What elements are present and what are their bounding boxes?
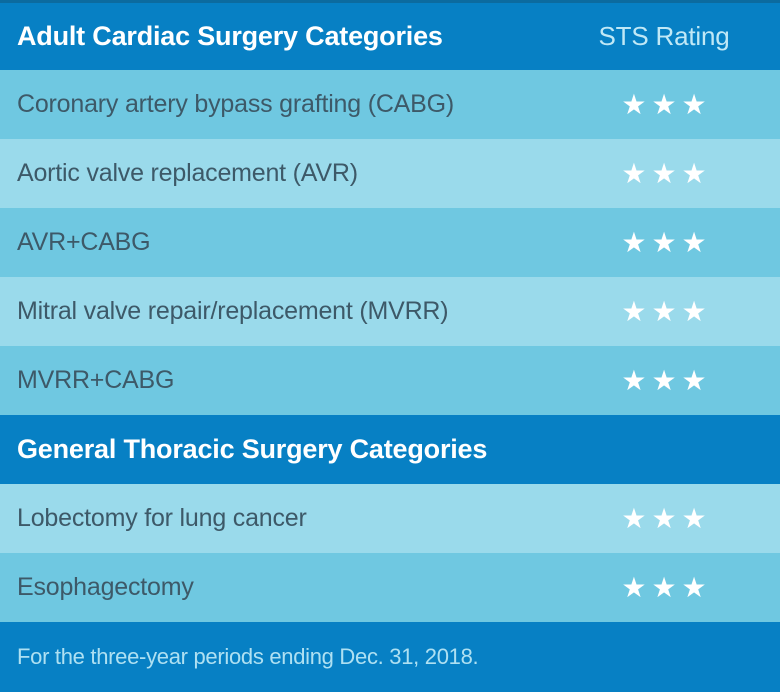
star-rating-icons: ★★★ xyxy=(621,225,712,259)
star-rating-icons: ★★★ xyxy=(621,570,712,604)
table-row-mvrr-cabg: MVRR+CABG ★★★ xyxy=(0,346,780,415)
category-label: Coronary artery bypass grafting (CABG) xyxy=(17,90,455,118)
category-label: Mitral valve repair/replacement (MVRR) xyxy=(17,297,449,325)
category-label: Esophagectomy xyxy=(17,573,194,601)
star-rating-icons: ★★★ xyxy=(621,294,712,328)
page-title: Adult Cardiac Surgery Categories xyxy=(17,21,443,51)
rating-column-header: STS Rating xyxy=(560,21,780,52)
rating-cell: ★★★ xyxy=(560,570,780,604)
rating-cell: ★★★ xyxy=(560,294,780,328)
table-row-avr-cabg: AVR+CABG ★★★ xyxy=(0,208,780,277)
table-header: Adult Cardiac Surgery Categories STS Rat… xyxy=(0,3,780,70)
table-row-avr: Aortic valve replacement (AVR) ★★★ xyxy=(0,139,780,208)
star-rating-icons: ★★★ xyxy=(621,501,712,535)
table-row-lobectomy: Lobectomy for lung cancer ★★★ xyxy=(0,484,780,553)
table-row-mvrr: Mitral valve repair/replacement (MVRR) ★… xyxy=(0,277,780,346)
category-label: MVRR+CABG xyxy=(17,366,175,394)
section-title: General Thoracic Surgery Categories xyxy=(17,434,488,464)
category-label: Aortic valve replacement (AVR) xyxy=(17,159,358,187)
rating-cell: ★★★ xyxy=(560,87,780,121)
star-rating-icons: ★★★ xyxy=(621,363,712,397)
rating-cell: ★★★ xyxy=(560,225,780,259)
category-label: AVR+CABG xyxy=(17,228,151,256)
footnote-text: For the three-year periods ending Dec. 3… xyxy=(17,644,479,669)
table-row-esophagectomy: Esophagectomy ★★★ xyxy=(0,553,780,622)
rating-cell: ★★★ xyxy=(560,156,780,190)
rating-cell: ★★★ xyxy=(560,363,780,397)
footnote-bar: For the three-year periods ending Dec. 3… xyxy=(0,622,780,692)
section-header-thoracic: General Thoracic Surgery Categories xyxy=(0,415,780,484)
star-rating-icons: ★★★ xyxy=(621,87,712,121)
rating-column-label: STS Rating xyxy=(598,21,730,51)
rating-cell: ★★★ xyxy=(560,501,780,535)
table-row-cabg: Coronary artery bypass grafting (CABG) ★… xyxy=(0,70,780,139)
star-rating-icons: ★★★ xyxy=(621,156,712,190)
category-label: Lobectomy for lung cancer xyxy=(17,504,307,532)
